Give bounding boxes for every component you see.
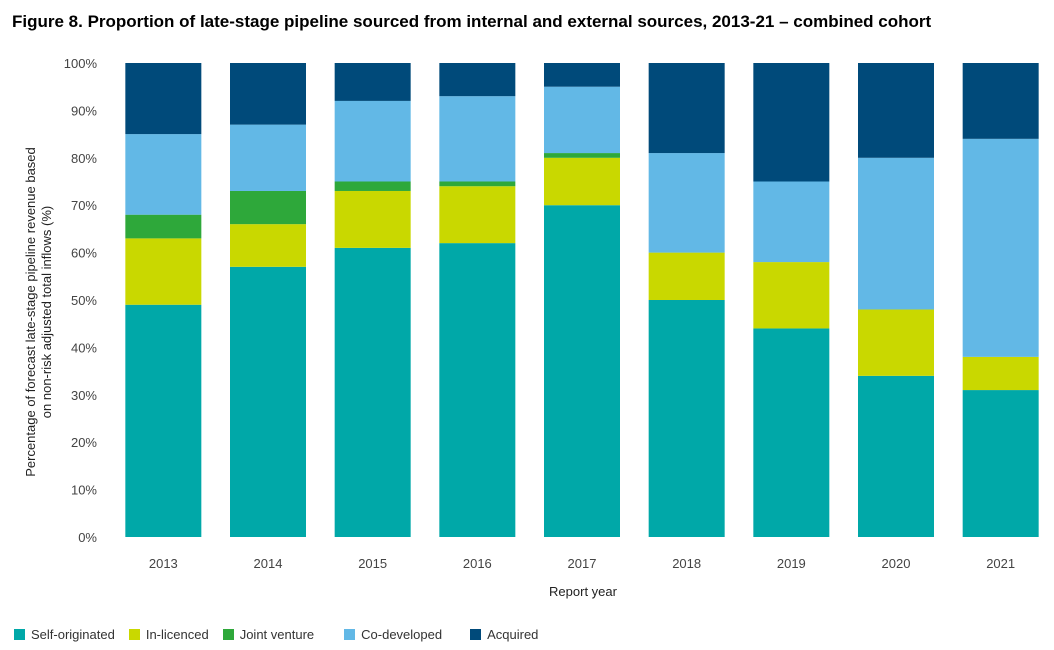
chart-title: Figure 8. Proportion of late-stage pipel… bbox=[12, 12, 932, 31]
bar-segment-acquired-2013 bbox=[125, 63, 202, 135]
bar-segment-in-licenced-2014 bbox=[230, 224, 306, 267]
legend-swatch bbox=[14, 629, 25, 640]
legend-swatch bbox=[222, 629, 234, 640]
legend-label: Self-originated bbox=[31, 627, 115, 642]
bar-segment-acquired-2015 bbox=[334, 63, 411, 101]
x-tick-label: 2021 bbox=[986, 556, 1015, 571]
bar-segment-self-originated-2020 bbox=[858, 375, 934, 537]
legend-item: Joint venture bbox=[222, 627, 315, 642]
bar-segment-self-originated-2018 bbox=[648, 300, 725, 537]
y-tick-label: 80% bbox=[71, 151, 97, 166]
y-axis-label-line-1: Percentage of forecast late-stage pipeli… bbox=[23, 147, 38, 477]
y-axis-ticks: 0% 10% 20% 30% 40% 50% 60% 70% 80% 90% 100% bbox=[64, 56, 98, 545]
x-tick-label: 2013 bbox=[149, 556, 178, 571]
bar-segment-in-licenced-2016 bbox=[439, 186, 516, 244]
legend: Self-originated In-licenced Joint venture C… bbox=[14, 627, 538, 642]
x-tick-label: 2017 bbox=[568, 556, 597, 571]
bar-segment-acquired-2017 bbox=[544, 63, 620, 87]
x-tick-label: 2015 bbox=[358, 556, 387, 571]
bar-segment-in-licenced-2013 bbox=[125, 238, 202, 305]
bar-segment-co-developed-2021 bbox=[962, 138, 1039, 357]
bar-segment-joint-venture-2013 bbox=[125, 214, 202, 239]
bar-segment-joint-venture-2016 bbox=[439, 181, 516, 187]
bar-segment-self-originated-2016 bbox=[439, 243, 516, 537]
legend-item: Self-originated bbox=[14, 627, 115, 642]
y-tick-label: 20% bbox=[71, 435, 97, 450]
y-tick-label: 40% bbox=[71, 340, 97, 355]
legend-item: In-licenced bbox=[128, 627, 209, 642]
bar-segment-self-originated-2019 bbox=[753, 328, 830, 537]
bar-segment-self-originated-2015 bbox=[334, 247, 411, 538]
bar-segment-self-originated-2021 bbox=[962, 390, 1039, 537]
bar-segment-in-licenced-2020 bbox=[858, 309, 934, 376]
legend-swatch bbox=[470, 629, 482, 640]
bar-segment-in-licenced-2017 bbox=[544, 157, 620, 206]
bar-segment-acquired-2020 bbox=[858, 63, 934, 158]
x-tick-label: 2014 bbox=[254, 556, 283, 571]
bar-segment-joint-venture-2015 bbox=[334, 181, 411, 191]
bar-segment-acquired-2014 bbox=[230, 63, 306, 125]
legend-swatch bbox=[344, 629, 356, 640]
y-axis-label-line-2: on non-risk adjusted total inflows (%) bbox=[39, 206, 54, 418]
bar-segment-co-developed-2015 bbox=[334, 100, 411, 182]
legend-label: Acquired bbox=[487, 627, 539, 642]
y-tick-label: 0% bbox=[78, 530, 97, 545]
y-tick-label: 90% bbox=[71, 103, 97, 118]
bar-segment-joint-venture-2017 bbox=[544, 153, 620, 158]
bar-segment-acquired-2016 bbox=[439, 63, 516, 97]
y-tick-label: 50% bbox=[71, 293, 97, 308]
bar-segment-co-developed-2016 bbox=[439, 96, 516, 182]
bar-segment-co-developed-2013 bbox=[125, 134, 202, 215]
x-tick-label: 2018 bbox=[672, 556, 701, 571]
bar-segment-self-originated-2013 bbox=[125, 304, 202, 537]
bar-segment-acquired-2019 bbox=[753, 63, 830, 182]
x-axis-label: Report year bbox=[549, 584, 618, 599]
bars bbox=[125, 63, 1039, 538]
bar-segment-co-developed-2020 bbox=[858, 157, 934, 310]
y-tick-label: 60% bbox=[71, 246, 97, 261]
bar-segment-self-originated-2017 bbox=[544, 205, 620, 537]
bar-segment-co-developed-2017 bbox=[544, 86, 620, 154]
bar-segment-acquired-2018 bbox=[648, 63, 725, 154]
bar-segment-in-licenced-2019 bbox=[753, 262, 830, 329]
legend-swatch bbox=[128, 629, 140, 640]
y-tick-label: 70% bbox=[71, 198, 97, 213]
bar-segment-co-developed-2014 bbox=[230, 124, 306, 191]
bar-segment-co-developed-2018 bbox=[648, 153, 725, 253]
bar-segment-in-licenced-2021 bbox=[962, 356, 1039, 391]
y-tick-label: 10% bbox=[71, 483, 97, 498]
legend-label: Co-developed bbox=[361, 627, 443, 642]
x-axis-ticks: 2013 2014 2015 2016 2017 2018 2019 2020 2021 bbox=[149, 556, 1015, 571]
bar-segment-joint-venture-2014 bbox=[230, 190, 306, 225]
bar-segment-acquired-2021 bbox=[962, 63, 1039, 139]
y-tick-label: 30% bbox=[71, 388, 97, 403]
x-tick-label: 2020 bbox=[882, 556, 911, 571]
stacked-bar-chart: 0%10%20%30%40%50%60%70%80%90%100% 2013 20… bbox=[23, 56, 1039, 599]
bar-segment-in-licenced-2015 bbox=[334, 190, 411, 248]
bar-segment-in-licenced-2018 bbox=[648, 252, 725, 300]
legend-label: Joint venture bbox=[239, 627, 315, 642]
legend-item: Acquired bbox=[470, 627, 538, 642]
bar-segment-co-developed-2019 bbox=[753, 181, 830, 263]
x-tick-label: 2019 bbox=[777, 556, 806, 571]
bar-segment-self-originated-2014 bbox=[230, 266, 306, 537]
y-tick-label: 100% bbox=[64, 56, 98, 71]
legend-item: Co-developed bbox=[344, 627, 442, 642]
x-tick-label: 2016 bbox=[463, 556, 492, 571]
legend-label: In-licenced bbox=[145, 627, 209, 642]
